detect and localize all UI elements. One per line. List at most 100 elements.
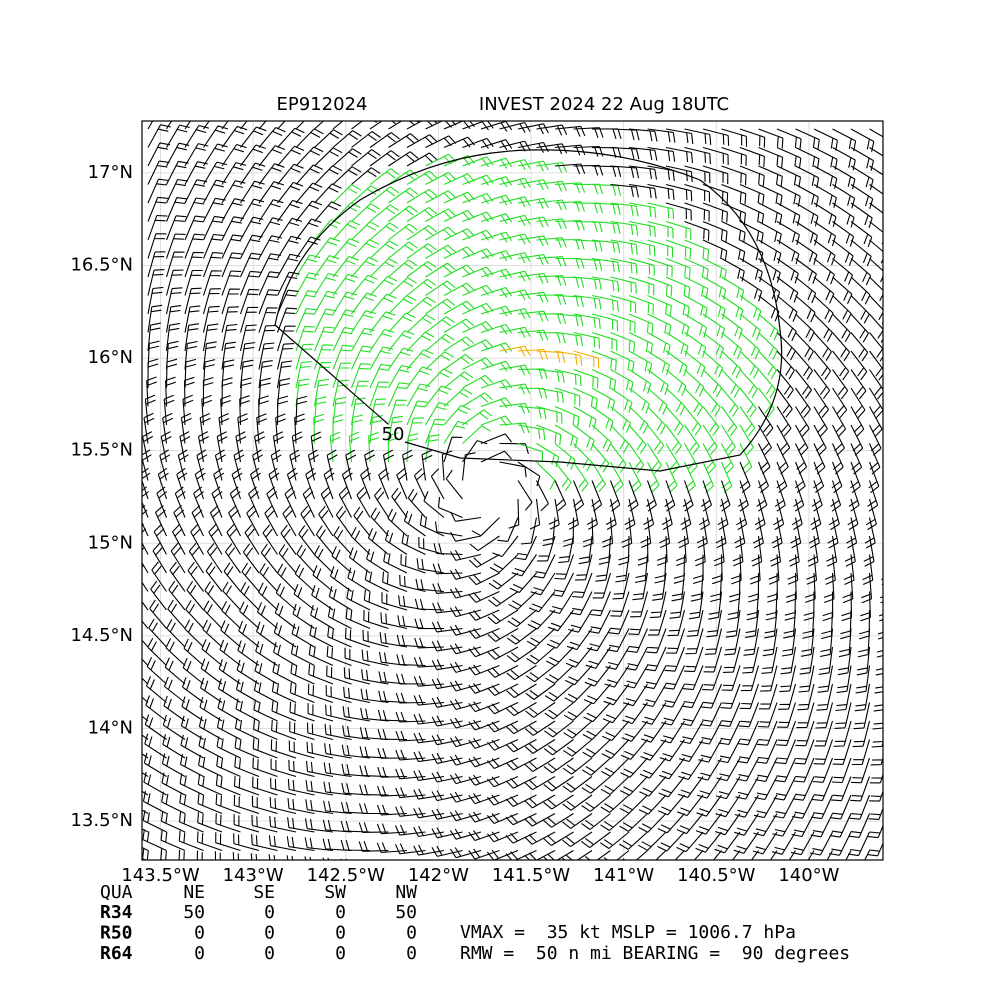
wind-barb [147, 178, 169, 204]
wind-barb [562, 757, 593, 775]
wind-barb [402, 449, 414, 481]
wind-barb [142, 715, 149, 722]
wind-barb [387, 382, 410, 407]
wind-barb [480, 213, 513, 225]
wind-barb [718, 720, 741, 746]
wind-barb [598, 535, 612, 565]
wind-barb [295, 361, 312, 389]
wind-barb [406, 314, 436, 333]
wind-barb [369, 311, 396, 333]
wind-barb [406, 260, 437, 278]
wind-barb [547, 609, 574, 632]
table-header: NE [183, 882, 205, 903]
wind-barb [142, 753, 149, 759]
wind-barb [425, 368, 453, 389]
wind-barb [213, 467, 225, 500]
wind-barb [218, 659, 241, 685]
wind-barb [508, 591, 537, 610]
wind-barb [838, 628, 852, 658]
wind-barb [776, 350, 795, 380]
wind-barb [721, 424, 736, 456]
wind-barb [413, 468, 426, 500]
grid [142, 121, 883, 860]
wind-barb [721, 258, 745, 282]
wind-barb [413, 713, 445, 725]
wind-barb [258, 145, 286, 167]
wind-barb [221, 306, 239, 333]
wind-barb [142, 829, 167, 851]
wind-barb [351, 239, 379, 259]
wind-barb [696, 517, 708, 549]
wind-barb [340, 839, 371, 852]
wind-barb [254, 431, 266, 463]
wind-barb [376, 823, 408, 835]
wind-barb [628, 332, 653, 355]
wind-barb [602, 517, 614, 548]
wind-barb [147, 286, 164, 315]
wind-barb [165, 638, 186, 666]
wind-barb [869, 128, 883, 138]
wind-barb [551, 572, 574, 597]
wind-barb [554, 238, 585, 250]
wind-barb [790, 517, 802, 549]
wind-barb [515, 535, 537, 561]
wind-barb [525, 702, 556, 718]
wind-barb [178, 830, 204, 852]
wind-barb [808, 517, 820, 549]
wind-barb [347, 567, 371, 592]
wind-barb [558, 535, 575, 564]
wind-barb [332, 344, 354, 370]
wind-barb [142, 658, 149, 666]
wind-barb [684, 257, 709, 280]
wind-barb [214, 851, 221, 860]
wind-barb [505, 739, 537, 753]
wind-barb [184, 323, 200, 352]
wind-barb [647, 443, 662, 474]
wind-barb [647, 146, 676, 162]
wind-barb [258, 253, 281, 278]
wind-barb [184, 358, 197, 389]
info-line: RMW = 50 n mi BEARING = 90 degrees [460, 943, 850, 964]
wind-barb [584, 665, 611, 687]
wind-barb [665, 387, 686, 416]
wind-barb [626, 628, 649, 653]
wind-barb [628, 146, 658, 161]
wind-barb [753, 794, 778, 819]
wind-barb [443, 264, 475, 278]
wind-barb [682, 480, 694, 512]
wind-barb [162, 734, 186, 759]
wind-barb [462, 409, 493, 426]
wind-barb [536, 161, 568, 173]
wind-barb [850, 332, 869, 362]
wind-barb [325, 704, 352, 722]
wind-barb [776, 165, 802, 188]
wind-barb [295, 121, 305, 130]
wind-barb [252, 449, 264, 481]
wind-barb [159, 449, 171, 481]
wind-barb [443, 436, 463, 463]
wind-barb [830, 794, 852, 820]
wind-barb [583, 683, 611, 705]
wind-barb [166, 124, 190, 148]
wind-barb [852, 720, 871, 748]
wind-barb [323, 762, 352, 778]
wind-barb [871, 740, 883, 748]
wind-barb [396, 654, 426, 667]
wind-barb [201, 639, 223, 666]
wind-barb [853, 702, 871, 730]
wind-barb [627, 480, 639, 512]
wind-barb [183, 376, 195, 407]
wind-barb [341, 744, 371, 759]
wind-barb [684, 220, 710, 241]
wind-barb [692, 554, 704, 585]
wind-barb [647, 387, 668, 415]
wind-barb [449, 828, 482, 840]
wind-barb [187, 561, 204, 592]
table-cell: 0 [406, 943, 417, 964]
wind-barb [731, 850, 741, 860]
wind-barb [795, 276, 817, 304]
wind-barb [382, 449, 394, 481]
wind-barb [639, 757, 667, 779]
wind-barb [147, 196, 169, 222]
wind-barb [687, 609, 704, 637]
